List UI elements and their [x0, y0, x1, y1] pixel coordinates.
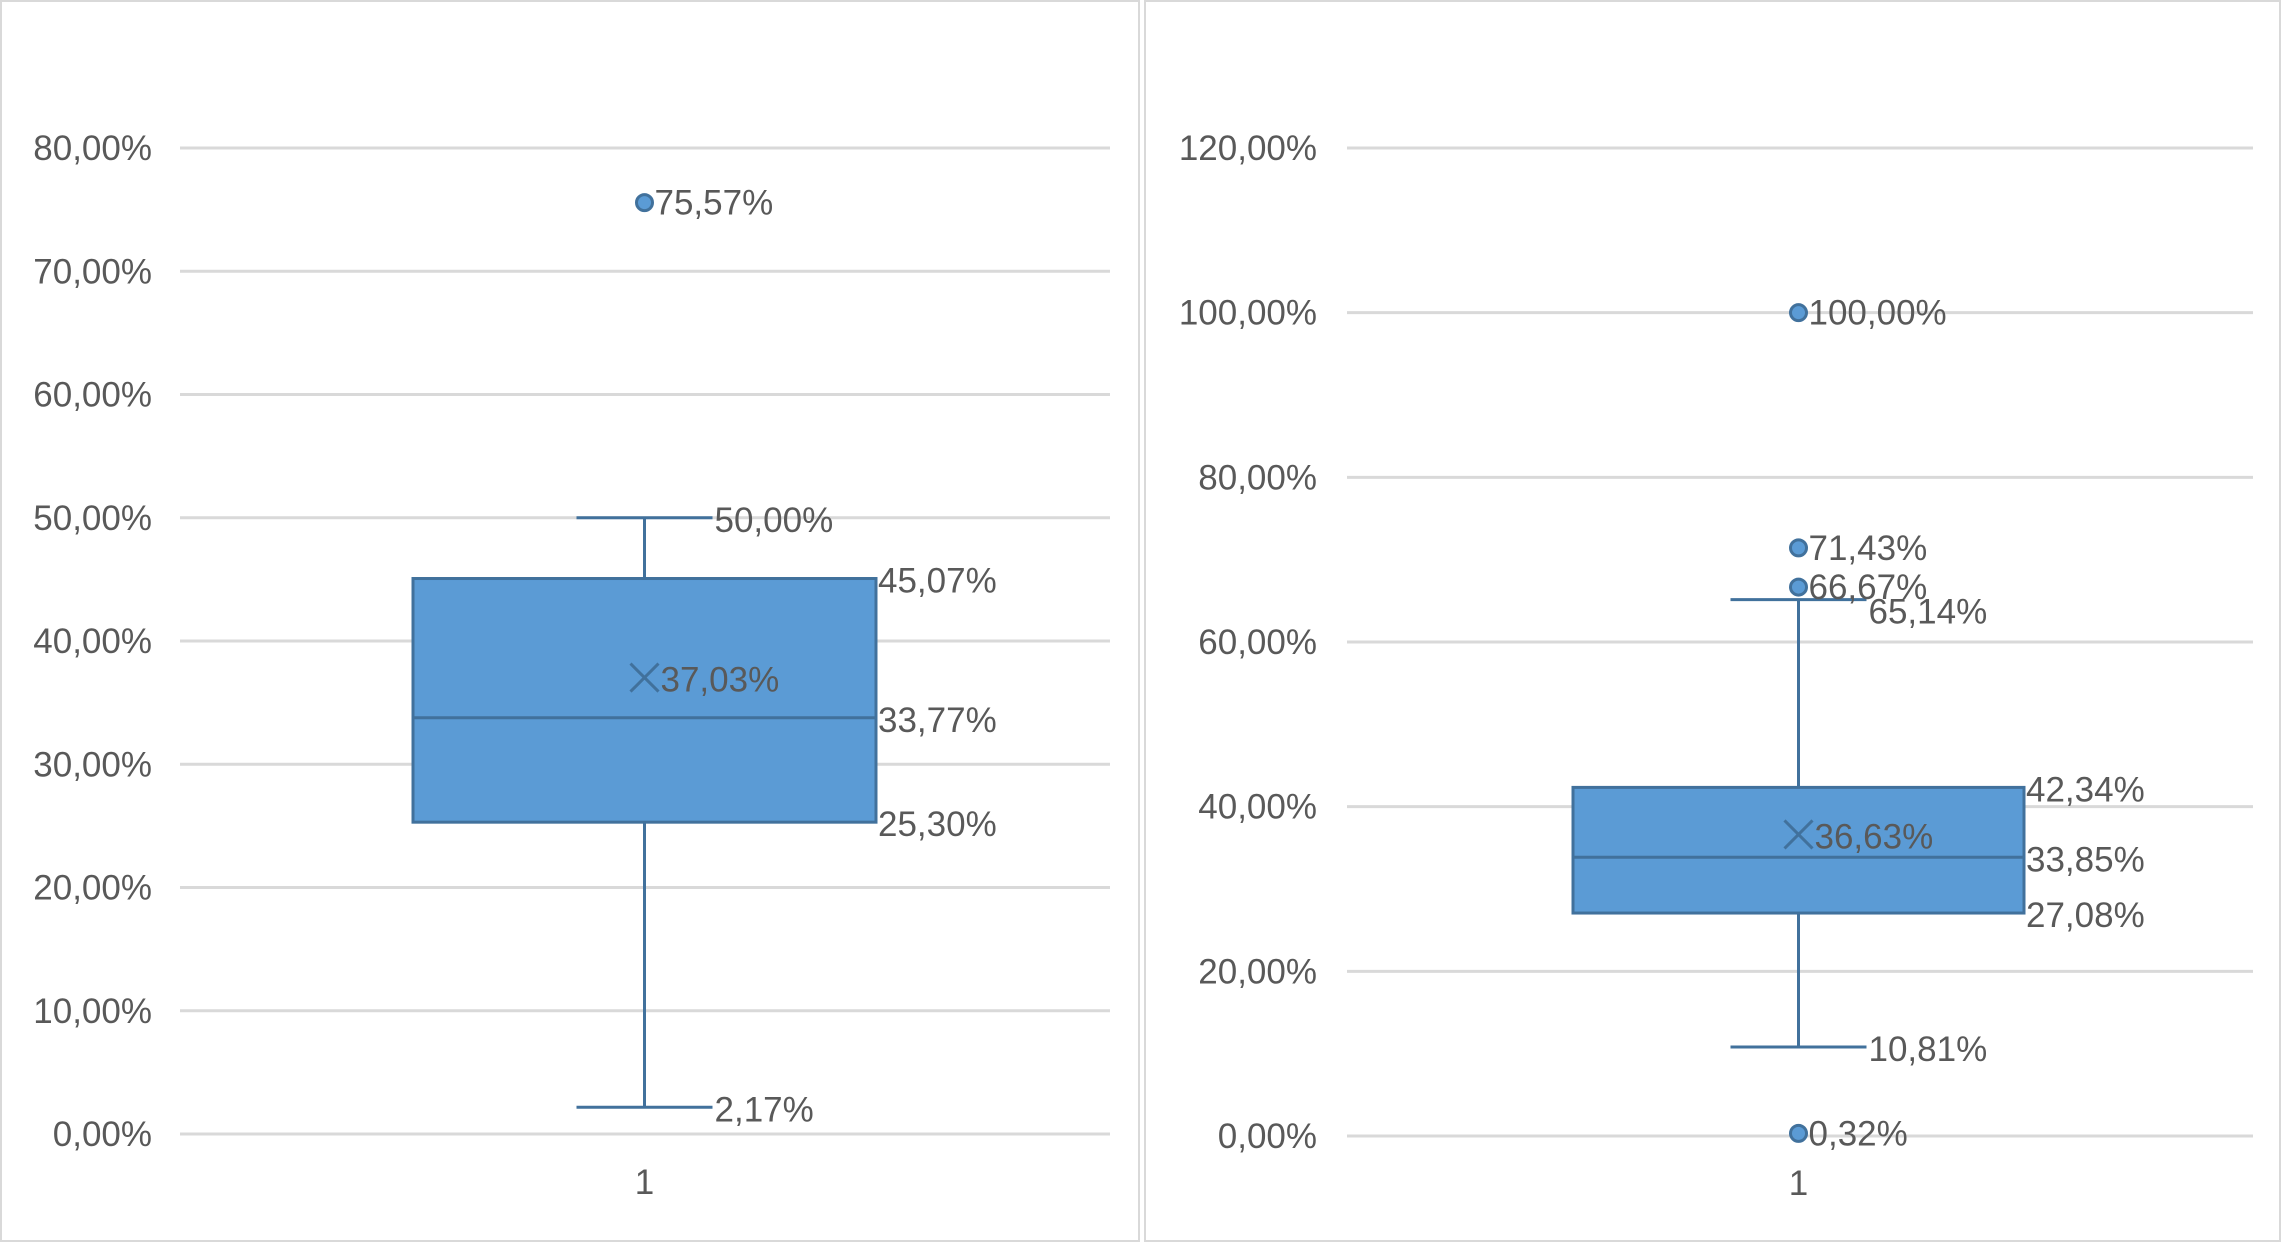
mean-marker: [629, 662, 660, 693]
chart-panel-right: 0,00% 20,00% 40,00% 60,00% 80,00% 100,00% 120,…: [1144, 0, 2281, 1242]
q3-label: 42,34%: [2026, 770, 2145, 809]
boxplot-chart-left: 0,00% 10,00% 20,00% 30,00% 40,00% 50,00% 60,00…: [33, 129, 1110, 1202]
box-iqr: [411, 577, 878, 824]
outlier-label: 0,32%: [1809, 1114, 1908, 1153]
y-tick-label: 30,00%: [33, 745, 152, 784]
outlier-label: 100,00%: [1809, 294, 1947, 333]
y-tick-label: 60,00%: [33, 376, 152, 415]
outlier-label: 66,67%: [1809, 568, 1928, 607]
outlier-point: [1789, 577, 1808, 597]
x-category-label: 1: [1789, 1164, 1808, 1203]
median-label: 33,85%: [2026, 840, 2145, 879]
min-label: 10,81%: [1869, 1030, 1988, 1069]
q1-label: 27,08%: [2026, 896, 2145, 935]
y-tick-label: 20,00%: [33, 869, 152, 908]
y-tick-label: 80,00%: [1198, 458, 1317, 497]
mean-marker: [1783, 819, 1814, 850]
median-label: 33,77%: [878, 701, 997, 740]
y-tick-label: 40,00%: [1198, 788, 1317, 827]
y-tick-label: 10,00%: [33, 992, 152, 1031]
y-tick-label: 80,00%: [33, 129, 152, 168]
x-category-label: 1: [635, 1163, 654, 1202]
y-tick-label: 20,00%: [1198, 952, 1317, 991]
outlier-point: [1789, 538, 1808, 558]
q3-label: 45,07%: [878, 562, 997, 601]
y-tick-label: 40,00%: [33, 622, 152, 661]
y-tick-label: 100,00%: [1179, 294, 1317, 333]
max-label: 65,14%: [1869, 593, 1988, 632]
min-label: 2,17%: [715, 1090, 814, 1129]
outlier-label: 75,57%: [655, 184, 774, 223]
outlier-point: [1789, 303, 1808, 323]
mean-label: 37,03%: [661, 661, 780, 700]
y-tick-label: 0,00%: [1218, 1117, 1317, 1156]
outlier-point: [635, 193, 654, 213]
boxplot-chart-right: 0,00% 20,00% 40,00% 60,00% 80,00% 100,00% 120,…: [1179, 129, 2253, 1203]
y-tick-label: 0,00%: [53, 1115, 152, 1154]
outlier-label: 71,43%: [1809, 529, 1928, 568]
y-tick-label: 70,00%: [33, 252, 152, 291]
mean-label: 36,63%: [1815, 817, 1934, 856]
y-tick-label: 50,00%: [33, 499, 152, 538]
box-iqr: [1571, 785, 2026, 915]
max-label: 50,00%: [715, 501, 834, 540]
q1-label: 25,30%: [878, 805, 997, 844]
y-tick-label: 60,00%: [1198, 623, 1317, 662]
y-tick-label: 120,00%: [1179, 129, 1317, 168]
outlier-point: [1789, 1123, 1808, 1143]
chart-panel-left: 0,00% 10,00% 20,00% 30,00% 40,00% 50,00% 60,00…: [0, 0, 1140, 1242]
